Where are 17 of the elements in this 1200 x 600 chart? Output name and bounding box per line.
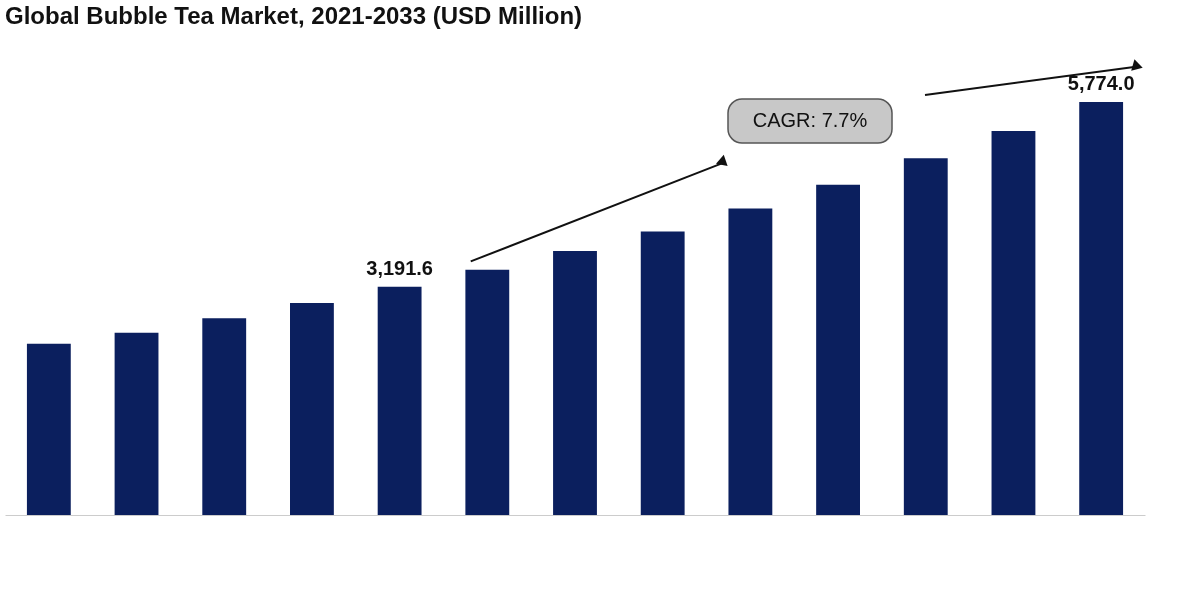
bar [991, 131, 1036, 515]
bar [202, 318, 247, 515]
chart-title: Global Bubble Tea Market, 2021-2033 (USD Million) [5, 2, 583, 30]
bar [903, 158, 948, 515]
bar [1079, 102, 1124, 515]
bar [553, 251, 597, 515]
annotation: CAGR: 7.7% [752, 109, 868, 131]
bar [377, 286, 422, 515]
bar [114, 332, 159, 515]
data-label: 5,774.0 [1067, 72, 1135, 95]
bar [465, 269, 510, 515]
bar [290, 303, 334, 515]
bar [816, 184, 860, 515]
data-label: 3,191.6 [366, 256, 433, 279]
bar [640, 231, 685, 515]
bar [26, 343, 71, 515]
bar [728, 208, 773, 515]
